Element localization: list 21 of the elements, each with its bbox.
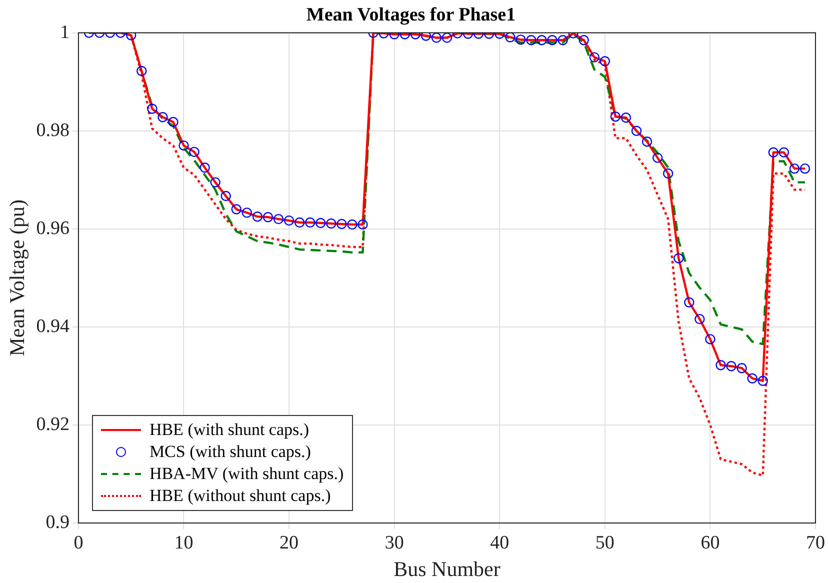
x-tick-label: 50 [595,532,614,554]
x-tick-label: 30 [384,532,404,554]
legend-label: HBA-MV (with shunt caps.) [149,464,344,484]
legend-label: HBE (without shunt caps.) [149,486,331,506]
x-tick-label: 10 [174,532,194,554]
legend-label: MCS (with shunt caps.) [149,442,311,462]
x-tick-label: 60 [700,532,720,554]
x-tick-label: 20 [280,532,299,554]
y-axis-title: Mean Voltage (pu) [5,200,30,356]
x-tick-label: 0 [74,532,84,554]
y-tick-label: 0.98 [36,120,70,141]
x-tick-label: 70 [806,532,825,554]
y-tick-label: 0.92 [36,414,70,435]
y-tick-label: 0.94 [36,316,70,337]
legend-label: HBE (with shunt caps.) [149,420,310,440]
chart-title: Mean Voltages for Phase1 [306,4,516,26]
x-tick-label: 40 [490,532,510,554]
y-tick-label: 1 [60,22,70,43]
y-tick-label: 0.9 [46,512,70,533]
y-tick-label: 0.96 [36,218,70,239]
x-axis-title: Bus Number [394,556,500,581]
